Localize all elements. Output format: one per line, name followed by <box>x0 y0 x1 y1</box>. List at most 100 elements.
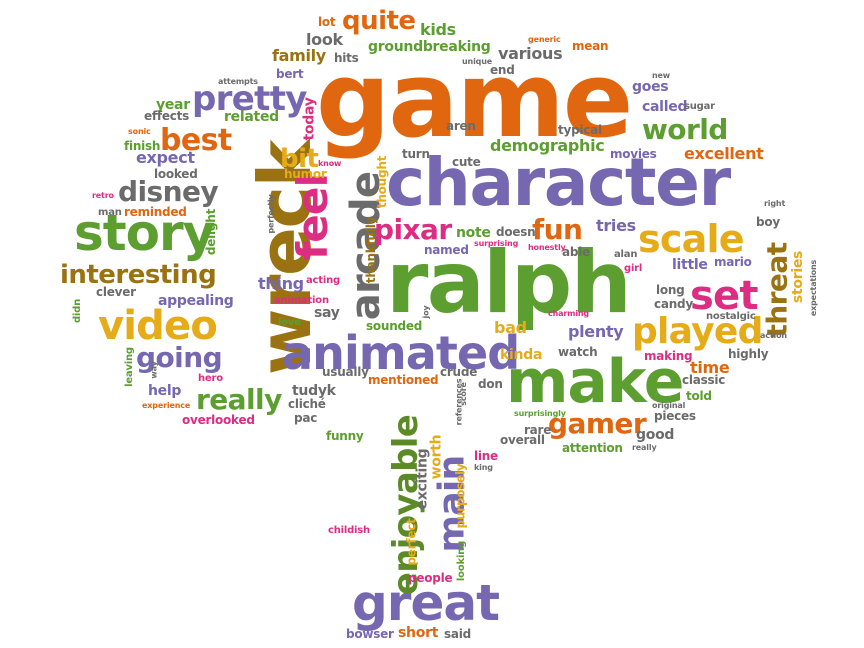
word-called: called <box>642 99 688 115</box>
word-best: best <box>160 123 232 158</box>
word-alan: alan <box>614 249 638 260</box>
word-family: family <box>272 46 326 65</box>
word-going: going <box>136 341 223 374</box>
word-right: right <box>764 199 786 208</box>
word-demographic: demographic <box>490 136 605 155</box>
word-short: short <box>398 625 439 641</box>
word-good: good <box>636 427 675 443</box>
word-mentioned: mentioned <box>368 373 439 387</box>
word-ralph: ralph <box>386 233 632 333</box>
word-turn: turn <box>402 147 430 161</box>
word-watch: watch <box>558 345 598 359</box>
word-unique: unique <box>462 57 493 66</box>
word-pretty: pretty <box>192 79 307 119</box>
word-really-small: really <box>632 443 657 452</box>
word-pixar: pixar <box>374 213 452 246</box>
word-various: various <box>498 44 563 63</box>
word-exciting: exciting <box>414 448 431 510</box>
word-surprisingly: surprisingly <box>514 409 566 418</box>
word-video: video <box>98 303 218 349</box>
word-feel: feel <box>288 173 338 261</box>
word-aren: aren <box>446 119 476 133</box>
word-make: make <box>506 347 684 417</box>
word-making: making <box>644 349 693 363</box>
word-girl: girl <box>624 263 643 274</box>
word-bit: bit <box>280 144 319 174</box>
word-boy: boy <box>756 215 780 229</box>
word-able: able <box>562 245 590 259</box>
word-thing: thing <box>258 274 304 293</box>
word-threat: threat <box>760 242 794 338</box>
word-say: say <box>314 305 340 321</box>
word-clever: clever <box>96 285 136 299</box>
word-mean: mean <box>572 39 609 53</box>
word-nostalgic: nostalgic <box>706 311 756 322</box>
word-long: long <box>656 283 685 297</box>
word-disney: disney <box>118 175 219 208</box>
word-action: action <box>760 331 787 340</box>
word-people: people <box>408 571 453 585</box>
word-groundbreaking: groundbreaking <box>368 39 491 55</box>
word-doesn: doesn <box>496 225 536 239</box>
word-classic: classic <box>682 373 726 387</box>
word-help: help <box>148 383 182 399</box>
word-tudyk: tudyk <box>292 383 336 399</box>
word-looking: looking <box>456 540 468 582</box>
word-stories: stories <box>790 250 807 304</box>
word-fun: fun <box>532 213 583 246</box>
word-leaving: leaving <box>123 347 135 387</box>
word-king: king <box>474 463 493 472</box>
word-cliche: cliché <box>288 397 326 411</box>
word-usually: usually <box>322 365 369 379</box>
word-great: great <box>352 574 500 632</box>
word-love: love <box>278 317 301 328</box>
word-pieces: pieces <box>654 409 696 423</box>
word-really: really <box>196 383 282 416</box>
word-man: man <box>98 207 122 218</box>
word-interesting: interesting <box>60 260 217 290</box>
word-know: know <box>318 159 342 168</box>
word-candy: candy <box>654 297 693 311</box>
word-sonic: sonic <box>128 127 151 136</box>
word-honestly: honestly <box>528 243 566 252</box>
word-worth: worth <box>428 434 445 480</box>
word-childish: childish <box>328 525 370 536</box>
word-hero: hero <box>198 373 223 384</box>
word-generic: generic <box>528 35 561 44</box>
word-delight: delight <box>204 208 219 256</box>
word-overlooked: overlooked <box>182 413 255 427</box>
word-line: line <box>474 449 498 463</box>
word-game: game <box>316 39 633 161</box>
word-original: original <box>652 401 686 410</box>
word-mario: mario <box>714 255 752 269</box>
word-finish: finish <box>124 139 161 153</box>
word-plenty: plenty <box>568 322 624 341</box>
word-world: world <box>642 113 728 146</box>
word-lot: lot <box>318 15 336 29</box>
word-said: said <box>444 627 471 641</box>
word-related: related <box>224 109 279 125</box>
word-sounded: sounded <box>366 319 423 333</box>
word-didn: didn <box>72 298 84 324</box>
word-bert: bert <box>276 67 304 81</box>
word-tries: tries <box>596 216 636 235</box>
word-look: look <box>306 30 343 49</box>
word-pac: pac <box>294 411 318 425</box>
word-gamer: gamer <box>548 407 647 440</box>
word-reminded: reminded <box>124 205 187 219</box>
word-hits: hits <box>334 51 359 65</box>
word-new: new <box>652 71 671 80</box>
word-told: told <box>686 389 712 403</box>
word-expect: expect <box>136 148 195 167</box>
word-attempts: attempts <box>218 77 258 86</box>
word-end: end <box>490 63 515 77</box>
word-time: time <box>690 358 730 377</box>
word-joy: joy <box>421 305 431 319</box>
word-highly: highly <box>728 347 769 361</box>
word-goes: goes <box>632 79 669 95</box>
word-perfect: perfect <box>404 518 419 566</box>
word-humor: humor <box>284 167 327 181</box>
word-animated: animated <box>282 326 520 380</box>
word-appealing: appealing <box>158 293 234 309</box>
word-little: little <box>672 257 708 273</box>
